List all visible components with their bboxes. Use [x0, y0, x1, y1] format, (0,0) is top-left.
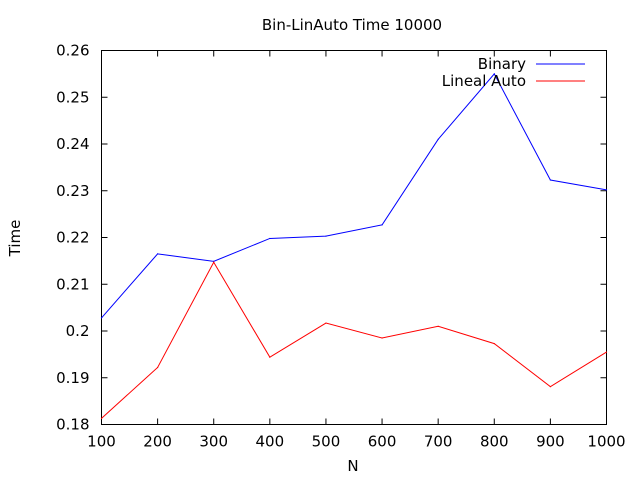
data-point [493, 73, 495, 75]
x-tick-label: 1000 [587, 433, 625, 451]
data-point [213, 261, 215, 263]
series-lines [100, 72, 608, 420]
data-point [437, 138, 439, 140]
x-tick-label: 400 [256, 433, 285, 451]
x-tick-label: 500 [312, 433, 341, 451]
y-axis-label: Time [6, 220, 24, 258]
data-point [605, 189, 608, 191]
data-point [605, 351, 608, 353]
x-tick-label: 200 [143, 433, 172, 451]
data-point [381, 224, 383, 226]
data-point [157, 253, 159, 255]
data-point [381, 337, 383, 339]
x-tick-label: 800 [480, 433, 509, 451]
x-tick-label: 300 [199, 433, 228, 451]
data-point [100, 417, 103, 420]
y-tick-label: 0.22 [56, 229, 89, 247]
x-tick-label: 900 [536, 433, 565, 451]
legend-label: Lineal Auto [442, 72, 526, 90]
legend-label: Binary [478, 55, 526, 73]
x-tick-label: 100 [87, 433, 116, 451]
y-tick-label: 0.25 [56, 88, 89, 106]
data-point [269, 356, 271, 358]
y-tick-label: 0.26 [56, 42, 89, 60]
chart-title: Bin-LinAuto Time 10000 [262, 16, 442, 34]
x-tick-label: 600 [368, 433, 397, 451]
y-tick-label: 0.18 [56, 416, 89, 434]
plot-area-frame [101, 50, 607, 425]
data-point [493, 343, 495, 345]
x-axis-label: N [347, 457, 358, 475]
data-point [100, 317, 103, 319]
x-tick-label: 700 [424, 433, 453, 451]
data-point [549, 386, 551, 388]
y-tick-label: 0.2 [66, 322, 90, 340]
y-axis: 0.18 0.19 0.2 0.21 0.22 0.23 0.24 0.25 0.26 [56, 42, 607, 434]
series-line-binary [101, 72, 607, 319]
data-point [157, 366, 159, 369]
data-point [549, 179, 551, 181]
data-point [325, 322, 327, 324]
data-point [269, 237, 271, 240]
x-axis: 100 200 300 400 500 600 700 800 900 1000 [87, 50, 626, 451]
series-line-lineal-auto [101, 261, 607, 419]
y-tick-label: 0.24 [56, 135, 89, 153]
y-tick-label: 0.19 [56, 369, 89, 387]
data-point [437, 325, 439, 327]
y-tick-label: 0.23 [56, 182, 89, 200]
data-point [325, 235, 327, 237]
y-tick-label: 0.21 [56, 275, 89, 293]
